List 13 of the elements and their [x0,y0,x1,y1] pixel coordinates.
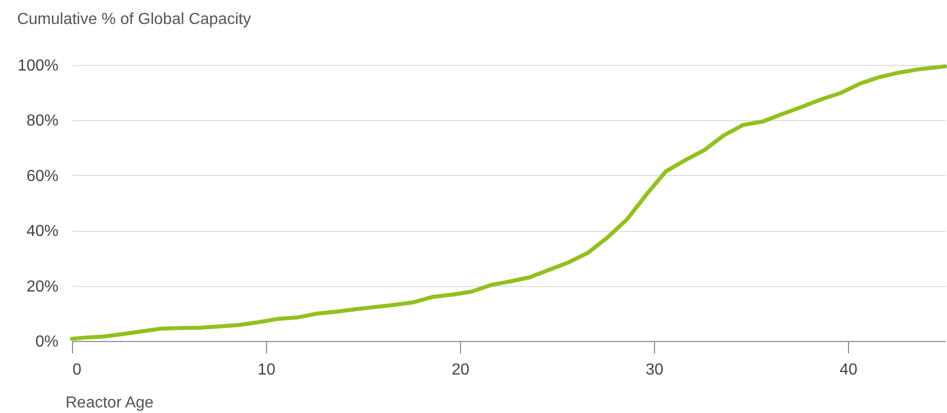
x-tick-label: 20 [452,362,470,378]
y-tick-label: 20% [26,278,58,296]
x-tick-label: 10 [258,362,276,378]
x-tick-label: 0 [72,362,82,378]
y-tick-label: 100% [18,58,58,74]
chart-title: Cumulative % of Global Capacity [17,11,251,28]
y-tick-label: 0% [35,334,58,350]
y-tick-label: 60% [26,168,58,185]
x-axis-title: Reactor Age [66,394,154,412]
x-tick-label: 40 [840,362,858,378]
y-tick-label: 40% [26,223,58,240]
x-tick-label: 30 [646,362,664,378]
y-tick-label: 80% [26,112,58,130]
